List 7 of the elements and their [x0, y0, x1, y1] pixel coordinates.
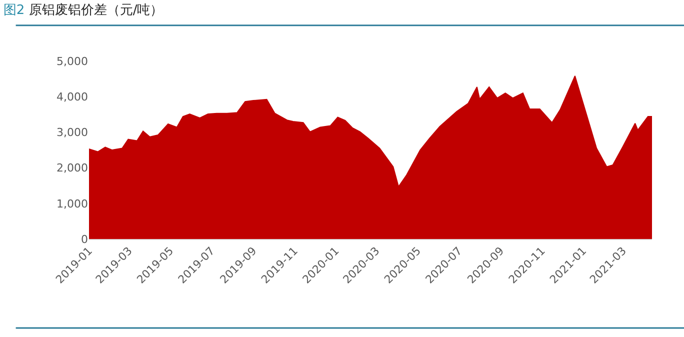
- y-tick-label: 5,000: [56, 54, 88, 68]
- y-tick-label: 3,000: [56, 126, 88, 140]
- y-tick-label: 2,000: [56, 162, 88, 175]
- y-tick-label: 0: [81, 232, 88, 246]
- chart-title: 图2 原铝废铝价差（元/吨）: [3, 3, 164, 18]
- y-tick-label: 4,000: [56, 90, 88, 104]
- y-tick-label: 1,000: [56, 197, 88, 210]
